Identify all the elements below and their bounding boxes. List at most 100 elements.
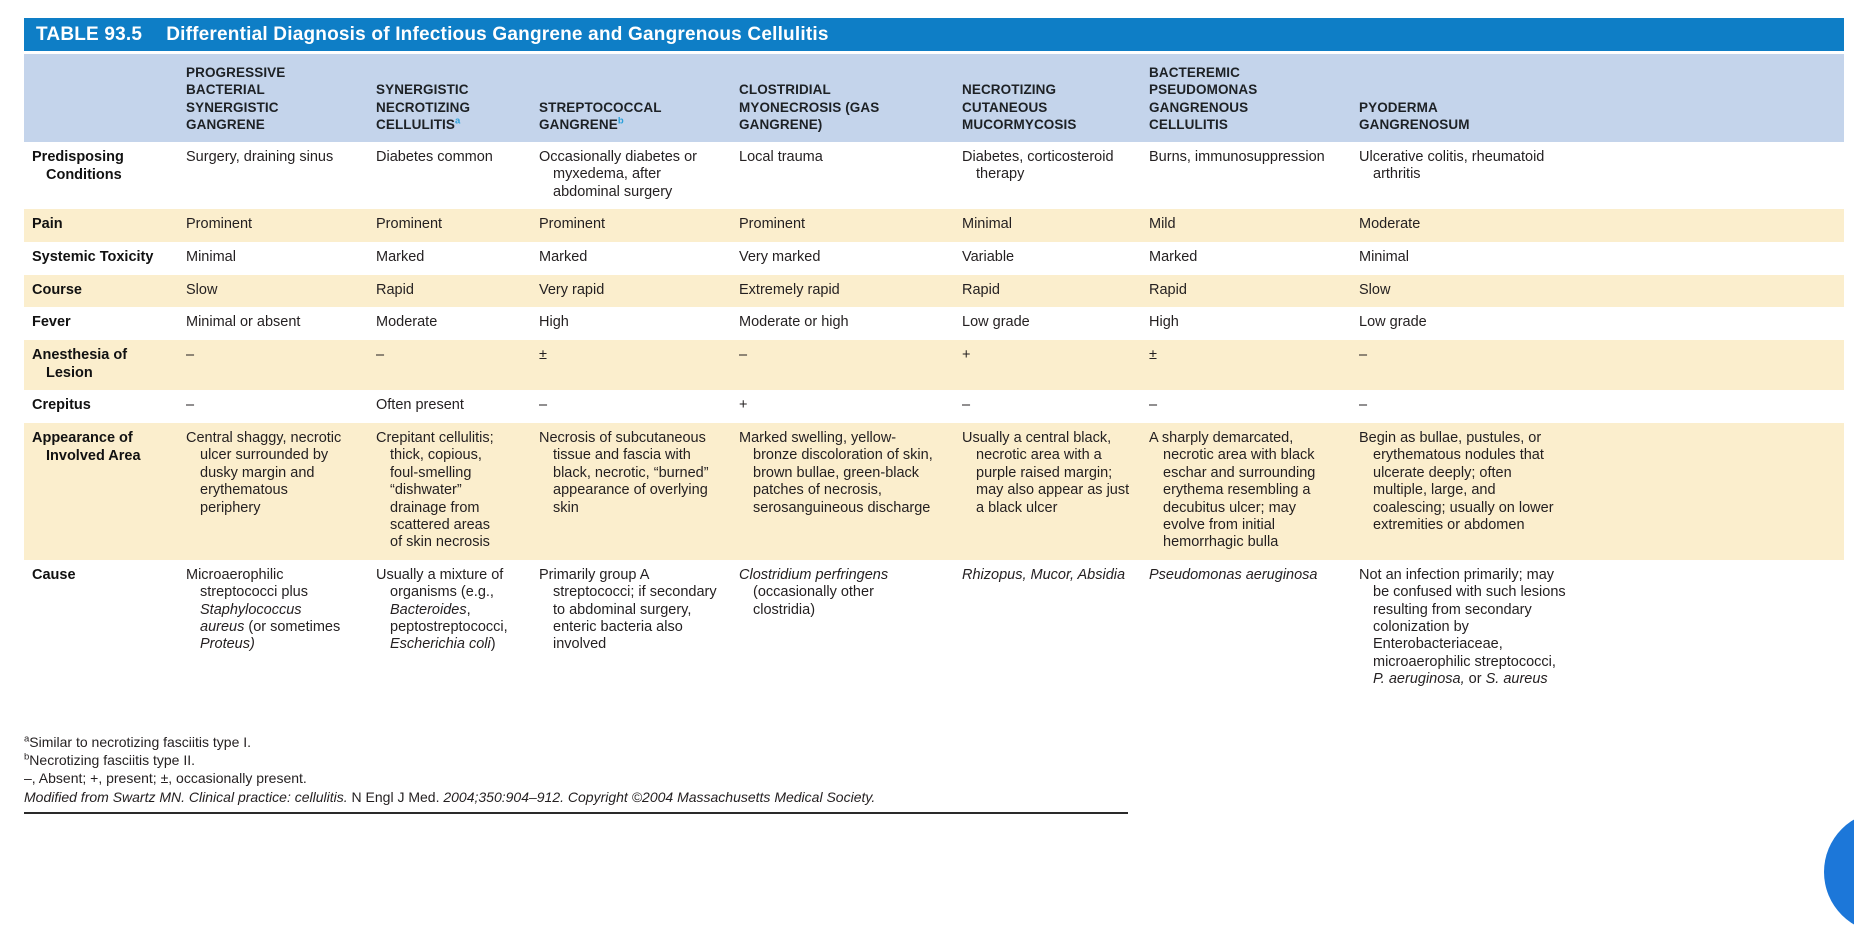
row-label: Appearance of Involved Area [32,430,141,464]
header-cell: BACTEREMIC PSEUDOMONAS GANGRENOUS CELLUL… [1149,54,1359,143]
table-cell: Primarily group A streptococci; if secon… [539,566,717,653]
table-cell: – [539,397,548,414]
table-cell: Prominent [376,209,539,242]
table-cell: Slow [1359,274,1844,308]
table-cell: Extremely rapid [739,274,962,308]
table-row-anesthesia-of-lesion: Anesthesia of Lesion – – ± – + ± – [24,339,1844,391]
row-label-cell: Course [24,274,186,308]
row-label-cell: Systemic Toxicity [24,242,186,275]
header-cell: PROGRESSIVE BACTERIAL SYNERGISTIC GANGRE… [186,54,376,143]
footnotes: aSimilar to necrotizing fasciitis type I… [24,733,1844,807]
table-cell: Often present [376,397,464,414]
row-label: Crepitus [32,397,91,414]
table-cell: ± [1149,339,1359,391]
table-cell: Crepitant cellulitis; thick, copious, fo… [376,423,539,560]
table-cell: Very marked [739,248,821,265]
table-cell: Prominent [539,209,739,242]
row-label: Pain [32,216,63,233]
header-row: PROGRESSIVE BACTERIAL SYNERGISTIC GANGRE… [24,54,1844,143]
footnote-b: bNecrotizing fasciitis type II. [24,751,196,768]
header-cell: PYODERMA GANGRENOSUM [1359,54,1844,143]
table-cell: Minimal [962,209,1149,242]
table-cell: Mild [1149,209,1359,242]
row-label-cell: Anesthesia of Lesion [24,339,186,391]
table-cell: High [1149,314,1179,331]
table-row-fever: Fever Minimal or absent Moderate High Mo… [24,307,1844,340]
table-cell: + [962,339,1149,391]
table-row-cause: Cause Microaerophilic streptococci plus … [24,560,1844,697]
column-header: NECROTIZING CUTANEOUS MUCORMYCOSIS [962,82,1077,132]
table-cell: – [1359,339,1844,391]
bottom-rule [24,812,1128,815]
table-cell: Prominent [739,209,962,242]
diagnosis-table: TABLE 93.5 Differential Diagnosis of Inf… [24,18,1844,815]
row-label: Predisposing Conditions [32,149,124,183]
column-header: STREPTOCOCCAL GANGRENEb [539,99,662,132]
table-cell: Very rapid [539,274,739,308]
table-cell: – [186,397,195,414]
row-label: Fever [32,314,71,331]
table-body: Predisposing Conditions Surgery, drainin… [24,142,1844,696]
column-header: PROGRESSIVE BACTERIAL SYNERGISTIC GANGRE… [186,65,286,132]
table-cell: Begin as bullae, pustules, or erythemato… [1359,423,1844,560]
footnote-symbols: –, Absent; +, present; ±, occasionally p… [24,770,307,787]
row-label-cell: Fever [24,307,186,340]
header-cell: STREPTOCOCCAL GANGRENEb [539,54,739,143]
table-cell: Usually a mixture of organisms (e.g., Ba… [376,566,508,653]
differential-diagnosis-table: PROGRESSIVE BACTERIAL SYNERGISTIC GANGRE… [24,54,1844,697]
table-cell: + [739,397,748,414]
row-label-cell: Crepitus [24,390,186,423]
table-cell: Central shaggy, necrotic ulcer surrounde… [186,423,376,560]
row-label: Course [32,281,82,298]
table-cell: Burns, immunosuppression [1149,149,1325,166]
table-cell: – [1359,397,1368,414]
table-cell: Minimal or absent [186,314,301,331]
table-row-appearance-of-involved-area: Appearance of Involved Area Central shag… [24,423,1844,560]
column-header: CLOSTRIDIAL MYONECROSIS (GAS GANGRENE) [739,82,880,132]
table-row-predisposing-conditions: Predisposing Conditions Surgery, drainin… [24,142,1844,209]
row-label: Cause [32,566,76,583]
row-label-cell: Predisposing Conditions [24,142,186,209]
table-cell: A sharply demarcated, necrotic area with… [1149,423,1359,560]
row-label-cell: Cause [24,560,186,697]
row-label: Systemic Toxicity [32,248,154,265]
table-cell: Minimal [186,248,236,265]
table-cell: Rapid [962,274,1149,308]
table-row-crepitus: Crepitus – Often present – + – – – [24,390,1844,423]
table-cell: Low grade [962,314,1030,331]
table-cell: – [962,397,971,414]
row-label-cell: Appearance of Involved Area [24,423,186,560]
table-cell: Marked swelling, yellow-bronze discolora… [739,423,962,560]
table-cell: Moderate [1359,209,1844,242]
table-cell: Marked [539,248,588,265]
table-row-systemic-toxicity: Systemic Toxicity Minimal Marked Marked … [24,242,1844,275]
table-cell: Usually a central black, necrotic area w… [962,423,1149,560]
table-cell: Not an infection primarily; may be confu… [1359,566,1566,688]
table-number: TABLE 93.5 [36,23,143,45]
header-cell: CLOSTRIDIAL MYONECROSIS (GAS GANGRENE) [739,54,962,143]
floating-button[interactable] [1824,811,1854,930]
table-cell: Pseudomonas aeruginosa [1149,566,1318,583]
table-cell: Variable [962,248,1015,265]
table-cell: Clostridium perfringens (occasionally ot… [739,566,889,618]
row-label: Anesthesia of Lesion [32,346,128,381]
table-cell: ± [539,339,739,391]
footnote-a: aSimilar to necrotizing fasciitis type I… [24,732,252,750]
table-cell: – [739,339,962,391]
header-cell: NECROTIZING CUTANEOUS MUCORMYCOSIS [962,54,1149,143]
table-cell: – [186,339,376,391]
table-cell: Rapid [376,274,539,308]
table-cell: Marked [376,248,425,265]
footnote-source: Modified from Swartz MN. Clinical practi… [24,788,876,805]
header-cell: SYNERGISTIC NECROTIZING CELLULITISa [376,54,539,143]
table-cell: Rhizopus, Mucor, Absidia [962,566,1126,583]
table-cell: High [539,314,569,331]
table-cell: Local trauma [739,149,823,166]
table-cell: Microaerophilic streptococci plus Staphy… [186,566,341,653]
table-cell: Necrosis of subcutaneous tissue and fasc… [539,423,739,560]
header-cell-empty [24,54,186,143]
table-cell: Ulcerative colitis, rheumatoid arthritis [1359,149,1545,183]
column-header: SYNERGISTIC NECROTIZING CELLULITISa [376,82,471,132]
row-label-cell: Pain [24,209,186,242]
